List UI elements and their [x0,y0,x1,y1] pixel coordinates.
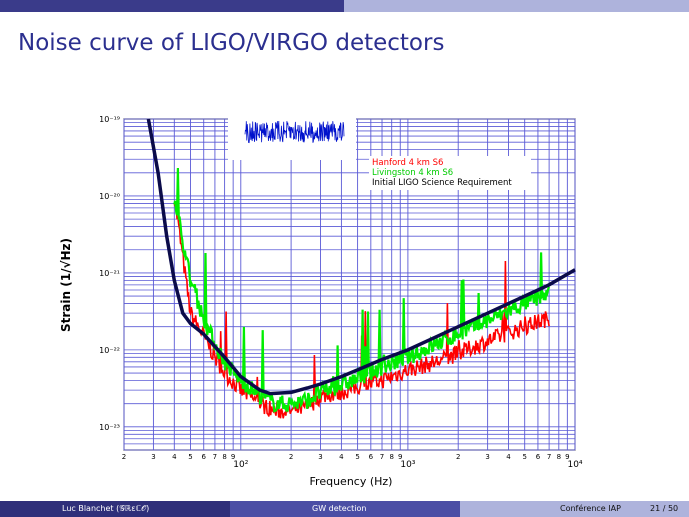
y-tick-label: 10⁻²² [99,346,120,355]
legend-entry: Initial LIGO Science Requirement [372,178,512,188]
series-line [146,118,576,396]
x-tick-label: 10³ [400,460,415,470]
x-tick-label: 8 [222,453,226,461]
y-tick-label: 10⁻²⁰ [99,192,120,201]
legend-entry: Livingston 4 km S6 [372,168,453,178]
x-tick-label: 8 [557,453,561,461]
footer-venue: Conférence IAP [560,504,621,513]
x-tick-label: 7 [547,453,551,461]
slide-title: Noise curve of LIGO/VIRGO detectors [18,30,445,56]
header-bar-left [0,0,344,12]
series-layer [146,118,576,419]
x-tick-label: 7 [380,453,384,461]
footer-page-number: 21 / 50 [650,504,679,513]
footer-talk: GW detection [312,504,367,513]
x-tick-label: 9 [565,453,569,461]
footer-talk-segment: GW detection [230,501,460,517]
footer-venue-segment: Conférence IAP 21 / 50 [460,501,689,517]
y-tick-label: 10⁻²³ [99,423,120,432]
x-tick-label: 2 [456,453,460,461]
x-tick-label: 10² [233,460,248,470]
inset-panel [228,112,356,160]
x-tick-label: 5 [522,453,526,461]
x-tick-label: 3 [485,453,489,461]
x-tick-label: 6 [201,453,206,461]
x-tick-label: 10⁴ [567,460,582,470]
header-bar-right [344,0,689,12]
x-tick-label: 5 [188,453,192,461]
y-axis-label: Strain (1/√Hz) [59,238,73,332]
x-axis-label: Frequency (Hz) [310,475,393,488]
footer-bar: Luc Blanchet (𝒢ℝεℂ𝒪) GW detection Confér… [0,501,689,517]
legend-background [369,156,531,190]
x-tick-label: 5 [355,453,359,461]
footer-author: Luc Blanchet (𝒢ℝεℂ𝒪) [62,504,150,513]
x-tick-label: 6 [536,453,541,461]
x-tick-label: 4 [339,453,344,461]
x-tick-label: 8 [389,453,393,461]
legend-entry: Hanford 4 km S6 [372,158,443,168]
header-bar [0,0,689,12]
x-tick-label: 3 [151,453,155,461]
y-tick-label: 10⁻¹⁹ [99,115,120,124]
x-tick-label: 7 [213,453,217,461]
x-tick-label: 4 [172,453,177,461]
y-tick-label: 10⁻²¹ [99,269,120,278]
x-tick-label: 3 [318,453,322,461]
x-tick-label: 9 [398,453,402,461]
footer-author-segment: Luc Blanchet (𝒢ℝεℂ𝒪) [0,501,230,517]
x-tick-label: 9 [231,453,235,461]
x-tick-label: 4 [506,453,511,461]
inset-trace [244,120,345,144]
grid-lines [123,118,576,451]
x-tick-label: 6 [369,453,374,461]
x-tick-label: 2 [122,453,126,461]
x-tick-label: 2 [289,453,293,461]
